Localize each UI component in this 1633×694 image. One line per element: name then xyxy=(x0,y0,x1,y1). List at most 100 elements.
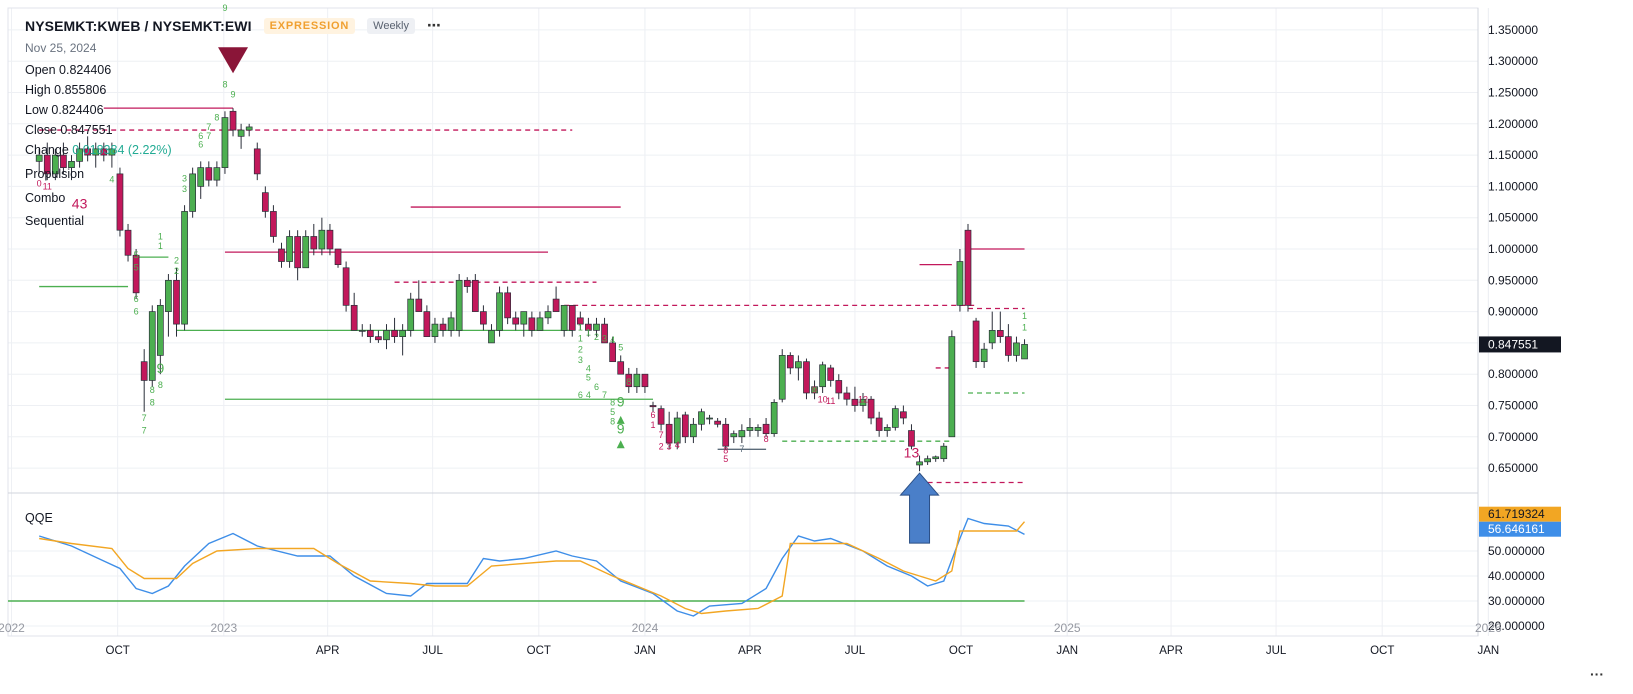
indicator-sequential[interactable]: Sequential xyxy=(25,214,85,228)
candle-up xyxy=(156,304,164,356)
month-tick-label: JAN xyxy=(1056,645,1078,657)
td-count-label: 9 xyxy=(617,394,625,410)
more-options-icon[interactable]: ··· xyxy=(1590,666,1604,682)
price-tick-label: 1.300000 xyxy=(1488,54,1538,68)
candle-up xyxy=(593,323,600,331)
last-price-tag xyxy=(1479,336,1561,353)
td-count-label: 2 xyxy=(578,344,583,354)
candle-down xyxy=(996,330,1004,337)
candle-up xyxy=(811,386,818,394)
qqe-tick-label: 20.000000 xyxy=(1488,619,1545,633)
candle-up xyxy=(883,427,891,431)
candle-down xyxy=(310,236,318,250)
price-tick-label: 1.000000 xyxy=(1488,242,1538,256)
last-price-label: 0.847551 xyxy=(1488,337,1538,351)
price-tick-label: 1.150000 xyxy=(1488,148,1538,162)
month-tick-label: OCT xyxy=(106,645,130,657)
td-count-label: 6 xyxy=(134,307,139,317)
candle-down xyxy=(722,423,730,447)
candle-up xyxy=(92,148,100,156)
candle-up xyxy=(1013,342,1020,356)
td-count-label: 8 xyxy=(610,416,615,426)
candle-down xyxy=(124,229,132,256)
td-count-label: 11 xyxy=(826,396,835,406)
candle-up xyxy=(189,173,196,212)
td-count-label: 1 xyxy=(158,232,163,242)
candle-down xyxy=(803,361,810,394)
month-tick-label: OCT xyxy=(949,645,973,657)
td-count-label: 8 xyxy=(150,385,155,395)
td-count-label: 4 xyxy=(586,390,591,400)
td-count-label: 2 xyxy=(174,266,179,276)
candle-down xyxy=(867,398,875,419)
legend-low: Low 0.824406 xyxy=(25,103,104,117)
interval-badge[interactable]: Weekly xyxy=(367,17,416,34)
year-watermark-label: 2023 xyxy=(210,621,237,635)
td-count-label: 6 xyxy=(134,294,139,304)
candle-up xyxy=(536,317,544,331)
td-count-label: 7 xyxy=(142,413,147,423)
year-watermark-label: 2024 xyxy=(632,621,659,635)
td-count-label: 2 xyxy=(659,441,664,451)
candle-up xyxy=(746,427,754,431)
td-count-label: 8 xyxy=(610,397,615,407)
td-count-label: 3 xyxy=(667,441,672,451)
candle-down xyxy=(504,292,511,319)
td-count-label: 11 xyxy=(43,182,52,192)
td-count-label: 2 xyxy=(594,332,599,342)
price-tick-label: 1.250000 xyxy=(1488,86,1538,100)
price-tick-label: 0.750000 xyxy=(1488,398,1538,412)
qqe-pane-title[interactable]: QQE xyxy=(25,511,53,525)
candle-up xyxy=(544,311,552,319)
td-count-label: 5 xyxy=(723,454,728,464)
candle-down xyxy=(1005,336,1012,356)
ellipsis-icon[interactable]: ⋯ xyxy=(427,17,442,33)
td-count-label: 1 xyxy=(586,327,591,337)
candle-down xyxy=(552,298,560,312)
indicator-propulsion[interactable]: Propulsion xyxy=(25,167,85,181)
ohlc-legend: Open 0.824406 High 0.855806 Low 0.824406… xyxy=(25,60,172,160)
td-count-label: 5 xyxy=(610,407,615,417)
month-tick-label: APR xyxy=(738,645,762,657)
candle-down xyxy=(342,267,350,306)
candle-down xyxy=(100,148,108,156)
legend-close: Close 0.847551 xyxy=(25,123,113,137)
month-tick-label: JAN xyxy=(634,645,656,657)
candle-down xyxy=(900,411,907,419)
td-count-label: 8 xyxy=(214,113,219,123)
candle-up xyxy=(181,211,188,325)
candle-up xyxy=(673,417,681,444)
candle-down xyxy=(827,367,835,381)
price-tick-label: 1.100000 xyxy=(1488,179,1538,193)
candle-down xyxy=(423,311,431,337)
candle-down xyxy=(463,279,471,287)
month-tick-label: APR xyxy=(1159,645,1183,657)
candle-down xyxy=(205,167,213,181)
candle-up xyxy=(980,348,988,363)
candle-down xyxy=(576,317,584,325)
candle-up xyxy=(698,411,705,425)
price-tick-label: 1.200000 xyxy=(1488,117,1538,131)
candle-up xyxy=(148,311,156,381)
candle-down xyxy=(786,355,794,369)
price-tick-label: 0.800000 xyxy=(1488,367,1538,381)
price-tick-label: 1.050000 xyxy=(1488,211,1538,225)
qqe-fast-tag xyxy=(1479,521,1561,537)
candle-down xyxy=(391,330,398,337)
candle-up xyxy=(932,456,940,460)
candle-down xyxy=(43,154,51,175)
candle-up xyxy=(35,154,43,162)
candle-up xyxy=(399,330,406,337)
month-tick-label: OCT xyxy=(527,645,551,657)
legend-change-label: Change xyxy=(25,143,73,157)
symbol-title[interactable]: NYSEMKT:KWEB / NYSEMKT:EWI xyxy=(25,17,252,34)
candle-down xyxy=(601,323,608,344)
td-count-label: 3 xyxy=(182,173,187,183)
candle-up xyxy=(197,167,205,187)
td-count-label: 8 xyxy=(158,380,163,390)
legend-date: Nov 25, 2024 xyxy=(25,41,97,55)
candle-down xyxy=(762,423,770,435)
indicator-combo[interactable]: Combo xyxy=(25,190,66,205)
